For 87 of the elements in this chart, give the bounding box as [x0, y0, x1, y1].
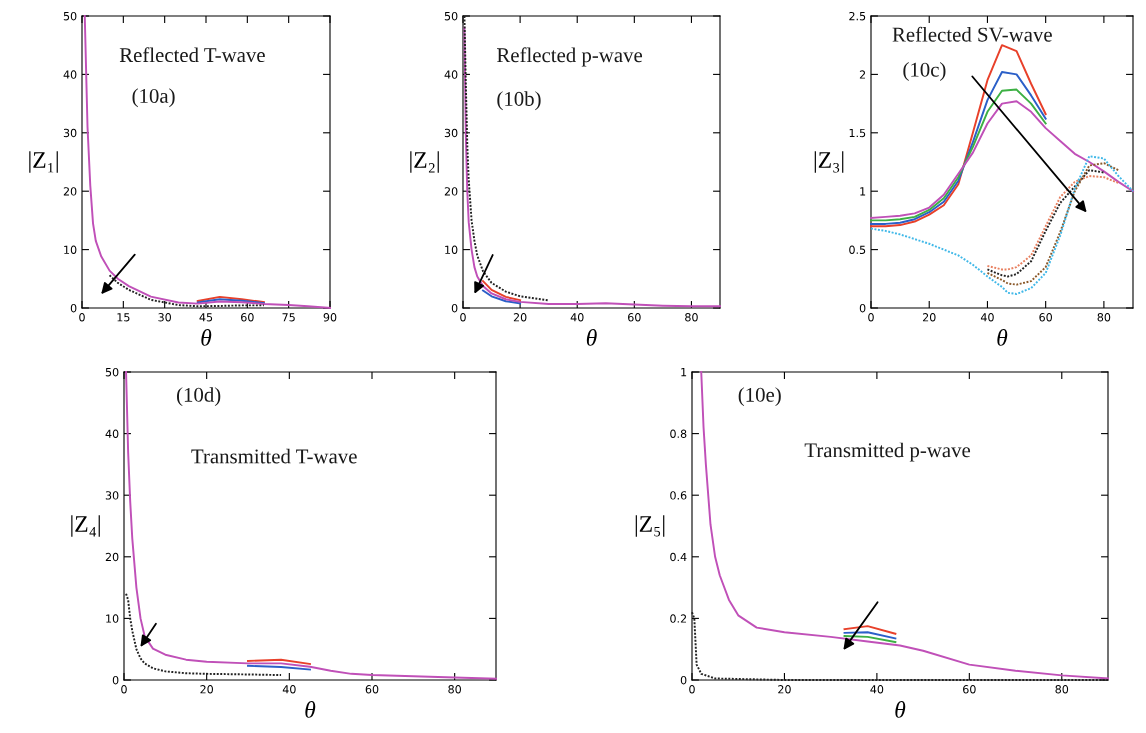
x-tick-label: 45 — [199, 313, 213, 322]
y-tick-label: 20 — [105, 552, 119, 562]
y-axis-title: |Z₂| — [410, 151, 439, 173]
x-tick-label: 60 — [963, 685, 976, 694]
x-tick-label: 40 — [570, 313, 584, 322]
y-tick-label: 20 — [63, 187, 77, 196]
line-series — [870, 44, 1047, 228]
y-tick-label: 40 — [105, 429, 119, 438]
annotation: Reflected T-wave — [119, 47, 265, 63]
line-series — [870, 100, 1134, 220]
y-tick-label: 2.5 — [849, 11, 866, 21]
x-tick-label: 60 — [1039, 313, 1052, 322]
x-tick-label: 30 — [158, 313, 171, 322]
y-axis-title: |Z₁| — [29, 151, 58, 173]
x-tick-label: 60 — [365, 685, 379, 694]
y-tick-label: 10 — [106, 614, 119, 623]
y-axis-title: |Z₅| — [635, 515, 665, 537]
annotation: Transmitted T-wave — [191, 448, 357, 464]
y-tick-label: 20 — [444, 187, 458, 196]
x-axis-title: θ — [895, 701, 906, 718]
y-axis-title: |Z₄| — [71, 515, 100, 537]
x-axis-title: θ — [997, 329, 1008, 346]
line-series — [108, 274, 265, 308]
x-tick-label: 0 — [79, 313, 85, 322]
annotation: Reflected p-wave — [497, 47, 643, 67]
y-tick-label: 2 — [859, 70, 866, 79]
x-tick-label: 20 — [200, 685, 213, 694]
x-tick-label: 40 — [282, 685, 296, 694]
annotation: (10a) — [132, 88, 175, 108]
annotation: (10b) — [497, 91, 541, 111]
annotation: Transmitted p-wave — [804, 442, 971, 462]
y-tick-label: 40 — [63, 70, 77, 79]
x-tick-label: 20 — [513, 313, 527, 322]
annotation: Reflected SV-wave — [892, 26, 1052, 42]
y-tick-label: 50 — [105, 367, 119, 377]
x-tick-label: 40 — [980, 313, 994, 322]
line-series — [986, 169, 1105, 278]
y-axis-title: |Z₃| — [814, 151, 844, 173]
x-tick-label: 60 — [628, 313, 641, 322]
x-tick-label: 20 — [922, 313, 936, 322]
x-tick-label: 0 — [460, 313, 466, 322]
y-tick-label: 0 — [451, 303, 458, 313]
x-axis-title: θ — [305, 701, 316, 718]
y-tick-label: 30 — [105, 491, 119, 500]
y-tick-label: 1.5 — [849, 128, 866, 138]
line-series — [125, 592, 283, 677]
x-axis-title: θ — [201, 329, 212, 346]
x-tick-label: 80 — [1055, 685, 1069, 694]
y-tick-label: 50 — [444, 11, 458, 21]
y-tick-label: 30 — [63, 128, 77, 138]
line-series — [870, 155, 1134, 295]
annotation: (10c) — [903, 62, 946, 81]
y-tick-label: 40 — [444, 70, 458, 79]
x-tick-label: 0 — [689, 685, 695, 694]
y-tick-label: 1 — [860, 187, 866, 196]
y-tick-label: 0.5 — [849, 245, 866, 254]
x-axis-title: θ — [586, 329, 597, 346]
line-series — [83, 15, 331, 309]
y-tick-label: 0.6 — [670, 491, 687, 500]
y-tick-label: 0 — [112, 675, 119, 685]
x-tick-label: 80 — [685, 313, 698, 322]
x-tick-label: 60 — [241, 313, 254, 322]
y-tick-label: 30 — [444, 128, 458, 138]
y-tick-label: 50 — [63, 11, 77, 21]
line-series — [125, 371, 497, 680]
line-series — [986, 175, 1120, 271]
x-tick-label: 0 — [121, 685, 127, 694]
x-tick-label: 80 — [1097, 313, 1111, 322]
y-tick-label: 0.4 — [670, 552, 687, 562]
annotation: (10e) — [738, 387, 781, 407]
x-tick-label: 15 — [117, 313, 130, 322]
y-tick-label: 0 — [680, 675, 687, 685]
annotation: (10d) — [176, 387, 221, 407]
line-series — [986, 162, 1120, 286]
x-tick-label: 75 — [282, 313, 295, 322]
x-tick-label: 40 — [870, 685, 884, 694]
x-tick-label: 80 — [448, 685, 461, 694]
x-tick-label: 0 — [868, 313, 874, 322]
x-tick-label: 20 — [778, 685, 791, 694]
y-tick-label: 10 — [64, 245, 77, 254]
y-tick-label: 10 — [445, 245, 458, 254]
y-tick-label: 0.8 — [670, 429, 687, 438]
y-tick-label: 1 — [681, 368, 687, 377]
y-tick-label: 0.2 — [670, 614, 687, 623]
x-tick-label: 90 — [323, 313, 337, 322]
y-tick-label: 0 — [859, 303, 866, 313]
y-tick-label: 0 — [70, 303, 77, 313]
